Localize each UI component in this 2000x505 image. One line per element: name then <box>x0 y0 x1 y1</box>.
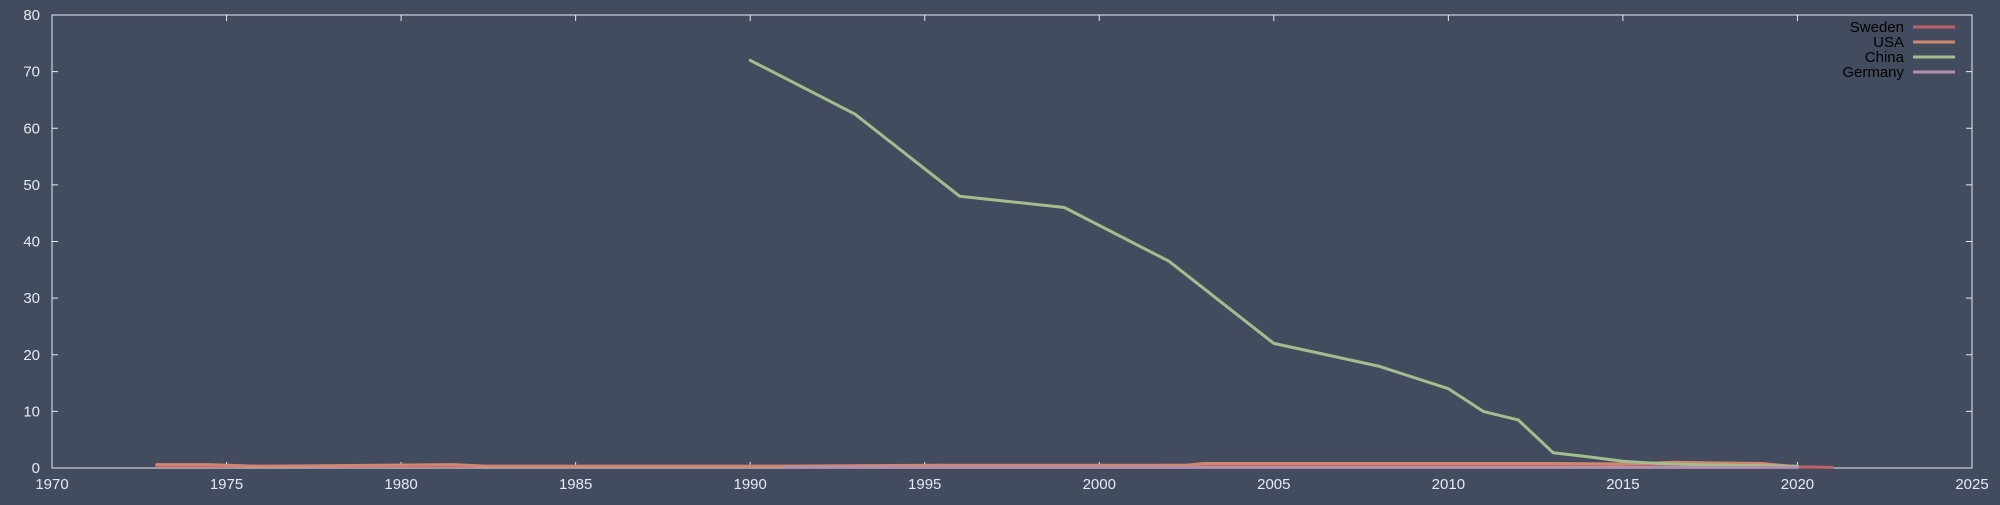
y-tick-label: 80 <box>23 7 40 24</box>
series-line-usa <box>155 460 1799 469</box>
y-tick-label: 30 <box>23 290 40 307</box>
x-tick-label: 1975 <box>210 476 243 493</box>
x-tick-label: 1990 <box>733 476 766 493</box>
x-tick-label: 1970 <box>35 476 68 493</box>
x-tick-label: 1995 <box>908 476 941 493</box>
series-line-china <box>748 58 1799 468</box>
x-tick-label: 2010 <box>1432 476 1465 493</box>
y-tick-label: 20 <box>23 347 40 364</box>
legend-label-germany: Germany <box>1842 64 1904 81</box>
y-tick-label: 70 <box>23 64 40 81</box>
y-axis: 0 10 20 30 40 50 60 70 80 <box>23 7 1972 477</box>
y-tick-label: 40 <box>23 234 40 251</box>
x-tick-label: 2020 <box>1781 476 1814 493</box>
legend-label-sweden: Sweden <box>1850 19 1904 36</box>
y-tick-label: 60 <box>23 120 40 137</box>
x-tick-label: 2000 <box>1083 476 1116 493</box>
x-tick-label: 2005 <box>1257 476 1290 493</box>
y-tick-label: 0 <box>32 460 40 477</box>
legend-label-usa: USA <box>1873 34 1904 51</box>
series-lines <box>155 58 1834 469</box>
y-tick-label: 50 <box>23 177 40 194</box>
x-tick-label: 1980 <box>384 476 417 493</box>
x-axis: 1970 1975 1980 1985 1990 1995 2000 2005 2010 2015… <box>35 15 1989 493</box>
x-tick-label: 2025 <box>1955 476 1988 493</box>
plot-frame <box>51 14 1973 469</box>
y-tick-label: 10 <box>23 403 40 420</box>
plot-border <box>51 14 1973 469</box>
x-tick-label: 2015 <box>1606 476 1639 493</box>
legend-label-china: China <box>1865 49 1905 66</box>
x-tick-label: 1985 <box>559 476 592 493</box>
